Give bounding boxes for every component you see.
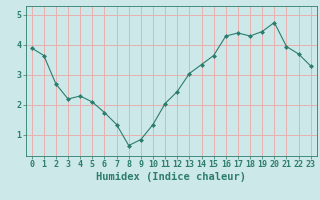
X-axis label: Humidex (Indice chaleur): Humidex (Indice chaleur): [96, 172, 246, 182]
